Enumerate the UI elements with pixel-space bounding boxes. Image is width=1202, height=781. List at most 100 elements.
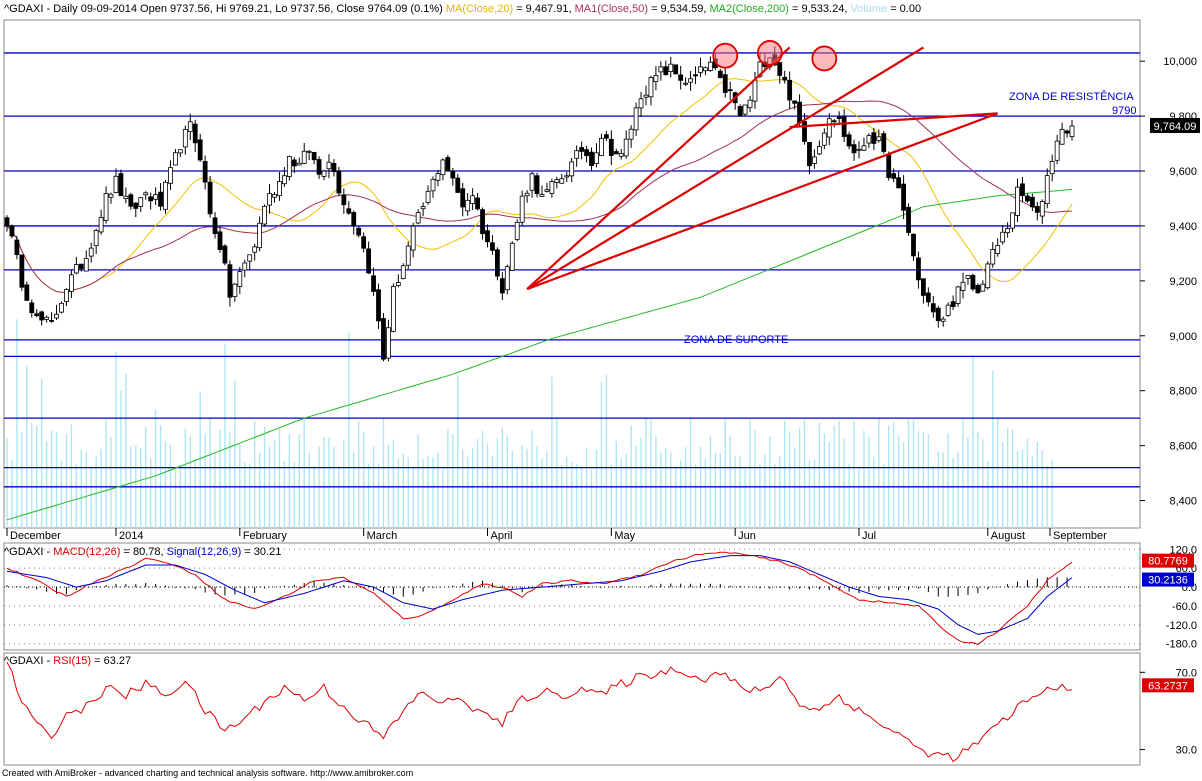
candle-body [54, 313, 59, 319]
candle-body [812, 156, 817, 164]
support-label: ZONA DE SUPORTE [684, 334, 788, 346]
header-symbol: ^GDAXI [4, 3, 44, 15]
candle-body [44, 316, 50, 320]
candle-body [673, 64, 679, 75]
x-tick-label: 2014 [119, 530, 143, 542]
candle-body [554, 179, 560, 183]
candle-body [678, 74, 684, 81]
rsi-frame [3, 652, 1141, 766]
price-header: ^GDAXI - Daily 09-09-2014 Open 9737.56, … [4, 3, 922, 15]
candle-body [955, 286, 961, 304]
x-tick-label: March [367, 530, 398, 542]
candle-body [108, 193, 114, 198]
rsi-header: ^GDAXI - RSI(15) = 63.27 [4, 655, 131, 667]
candle-body [1000, 231, 1006, 243]
candle-body [623, 138, 629, 157]
candle-body [930, 303, 936, 313]
macd-y-tick-label: -120.0 [1166, 620, 1197, 632]
candle-body [574, 150, 580, 159]
candle-body [88, 247, 94, 257]
candle-body [296, 162, 302, 166]
candle-body [361, 236, 367, 249]
candle-body [509, 242, 515, 271]
header-hi: Hi 9769.21, [215, 3, 273, 15]
candle-body [990, 249, 996, 265]
ma20-label: MA(Close,20) [445, 3, 514, 15]
header-lo: Lo 9737.56, [275, 3, 334, 15]
candle-body [831, 120, 837, 123]
candle-body [173, 152, 178, 166]
candle-body [906, 206, 911, 233]
candle-body [207, 181, 213, 215]
ma200-value: = 9,533.24, [792, 3, 848, 15]
axes: 8,4008,6008,8009,0009,2009,4009,6009,800… [6, 56, 1200, 542]
candle-body [410, 225, 416, 251]
candle-body [1054, 140, 1060, 161]
candle-body [816, 146, 822, 155]
candle-body [787, 79, 793, 101]
trendlines [526, 40, 999, 291]
candle-body [346, 208, 352, 214]
candle-body [1005, 228, 1011, 234]
header-close: Close 9764.09 (0.1%) [336, 3, 443, 15]
volume-value: = 0.00 [890, 3, 922, 15]
rsi-last-box [1142, 678, 1194, 693]
candle-body [480, 209, 485, 235]
y-tick-label: 9,600 [1169, 166, 1197, 178]
candle-body [559, 178, 565, 184]
candle-body [490, 242, 495, 251]
candle-body [920, 278, 926, 296]
candlesticks [4, 46, 1075, 362]
candle-body [366, 248, 372, 274]
candle-body [306, 150, 312, 153]
candle-body [881, 133, 887, 152]
candle-body [277, 181, 282, 197]
candle-body [267, 193, 272, 206]
candle-body [331, 162, 337, 173]
candle-body [103, 193, 109, 221]
candle-body [658, 66, 664, 73]
highlight-circle [811, 45, 838, 72]
macd-last-value: 80.7769 [1148, 556, 1188, 568]
candle-body [395, 282, 401, 286]
x-tick-label: May [614, 530, 635, 542]
ma50-label: MA1(Close,50) [574, 3, 648, 15]
candle-body [985, 263, 991, 289]
candle-body [901, 183, 906, 211]
macd-header: ^GDAXI - MACD(12,26) = 80.78, Signal(12,… [4, 546, 281, 558]
price-panel [3, 19, 1141, 766]
candle-body [896, 177, 902, 189]
candle-body [841, 116, 847, 137]
candle-body [797, 101, 802, 124]
candle-body [1059, 128, 1065, 145]
candle-body [975, 284, 981, 294]
header-date: 09-09-2014 [80, 3, 137, 15]
x-tick-label: April [490, 530, 512, 542]
candle-body [703, 67, 708, 72]
candle-body [871, 132, 877, 144]
candle-body [29, 302, 35, 314]
candle-body [886, 154, 892, 178]
candle-body [668, 63, 674, 72]
candle-body [945, 304, 951, 316]
candle-body [465, 199, 471, 212]
candle-body [420, 206, 426, 210]
candle-body [613, 151, 619, 155]
candle-body [717, 70, 723, 79]
candle-body [737, 106, 743, 117]
candle-body [707, 61, 713, 71]
candle-body [19, 254, 25, 288]
candle-body [866, 135, 872, 144]
x-tick-label: Jul [862, 530, 876, 542]
x-tick-label: Jun [738, 530, 756, 542]
candle-body [470, 195, 476, 204]
candle-body [351, 212, 357, 226]
candle-body [594, 152, 599, 164]
candle-body [455, 177, 461, 193]
candle-body [504, 266, 510, 291]
candle-body [688, 78, 693, 83]
candle-body [49, 320, 54, 322]
macd-symbol: ^GDAXI - [4, 546, 51, 558]
candle-body [1049, 160, 1055, 175]
